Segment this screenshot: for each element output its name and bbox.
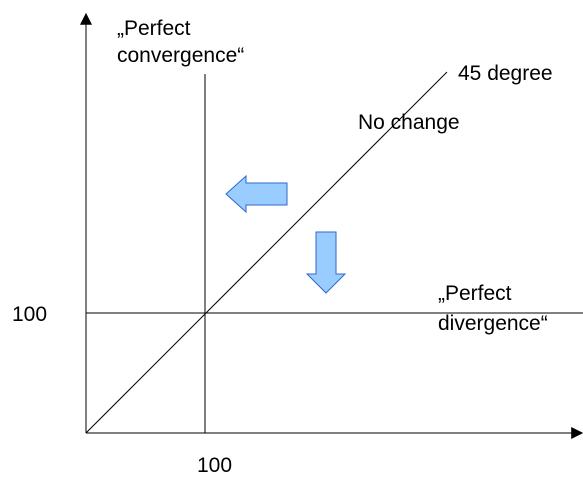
degree-label: 45 degree	[458, 62, 553, 85]
x-value-label: 100	[197, 454, 232, 477]
divergence-label: „Perfect	[438, 282, 512, 305]
divergence-label: divergence“	[438, 312, 548, 335]
down-arrow	[305, 231, 347, 294]
no-change-label: No change	[358, 111, 460, 134]
left-arrow	[225, 174, 288, 214]
convergence-label: „Perfect	[117, 17, 191, 40]
convergence-label: convergence“	[117, 44, 244, 67]
y-value-label: 100	[12, 303, 47, 326]
diagonal-line	[85, 71, 448, 434]
